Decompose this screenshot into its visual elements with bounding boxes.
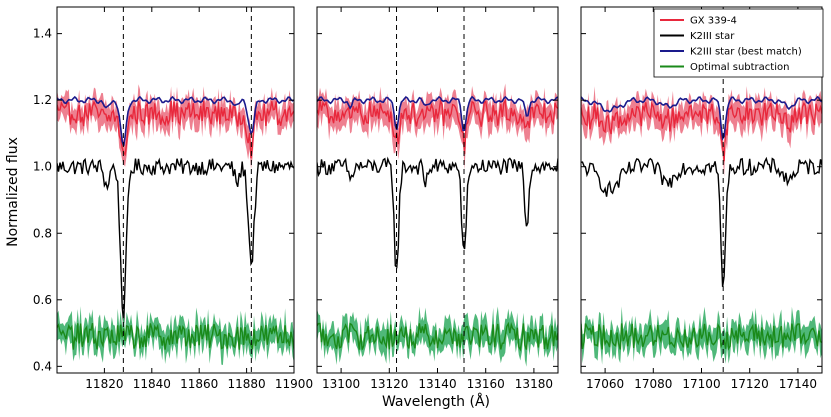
legend-label-1: GX 339-4 — [690, 16, 737, 27]
panel-1-x-tick-label-2: 11840 — [133, 377, 171, 391]
panel-1-frame — [56, 6, 295, 374]
panel-2-k2iii-best-match-line — [317, 95, 558, 132]
panel-2: 13100 13120 13140 13160 13180 — [316, 6, 559, 391]
y-tick-label-6: 1.4 — [33, 27, 52, 41]
panel-3-k2iii-best-match-line — [581, 95, 822, 141]
y-tick-label-4: 1.0 — [33, 160, 52, 174]
panel-2-x-tick-label-4: 13160 — [467, 377, 505, 391]
panel-2-gx339-4-band — [317, 83, 558, 170]
panel-1-plot-area — [57, 84, 294, 365]
y-axis-label: Normalized flux — [5, 137, 21, 247]
panel-1-gx339-4-band — [57, 84, 294, 169]
panel-1-x-tick-label-4: 11880 — [228, 377, 266, 391]
panel-2-k2iii-line — [317, 156, 558, 269]
y-tick-label-2: 0.6 — [33, 293, 52, 307]
panel-2-x-tick-label-5: 13180 — [515, 377, 553, 391]
y-tick-label-1: 0.4 — [33, 359, 52, 373]
y-tick-label-3: 0.8 — [33, 226, 52, 240]
panel-2-plot-area — [317, 83, 558, 367]
panel-2-optimal-subtraction-band — [317, 306, 558, 367]
panel-1: 11820 11840 11860 11880 11900 0.4 0.6 0.8 1.0 1.2… — [33, 6, 313, 391]
legend-label-3: K2III star (best match) — [690, 47, 802, 58]
panel-3-x-tick-label-5: 17140 — [779, 377, 817, 391]
panel-3-optimal-subtraction-line — [581, 322, 822, 351]
panel-2-x-tick-label-2: 13120 — [370, 377, 408, 391]
panel-3-plot-area — [581, 86, 822, 365]
panel-3-gx339-4-band — [581, 86, 822, 177]
panel-1-k2iii-line — [57, 157, 294, 323]
legend: GX 339-4 K2III star K2III star (best match… — [653, 8, 824, 78]
panel-3-gx339-4-line — [581, 101, 822, 162]
x-axis-label: Wavelength (Å) — [382, 393, 490, 410]
panel-1-x-tick-label-3: 11860 — [180, 377, 218, 391]
legend-label-4: Optimal subtraction — [690, 62, 789, 73]
y-tick-label-5: 1.2 — [33, 93, 52, 107]
panel-1-x-tick-label-5: 11900 — [275, 377, 313, 391]
panel-2-gx339-4-line — [317, 98, 558, 155]
panel-2-x-tick-label-3: 13140 — [418, 377, 456, 391]
panel-1-optimal-subtraction-line — [57, 323, 294, 350]
legend-label-2: K2III star — [690, 31, 735, 42]
panel-3-x-tick-label-3: 17100 — [682, 377, 720, 391]
panel-2-x-tick-label-1: 13100 — [322, 377, 360, 391]
panel-3-k2iii-line — [581, 156, 822, 287]
panel-1-k2iii-best-match-line — [57, 95, 294, 147]
panel-3-x-tick-label-2: 17080 — [634, 377, 672, 391]
panel-3-x-tick-label-1: 17060 — [586, 377, 624, 391]
panel-2-optimal-subtraction-line — [317, 321, 558, 352]
panel-3: 17060 17080 17100 17120 17140 — [580, 6, 823, 391]
panel-3-x-tick-label-4: 17120 — [731, 377, 769, 391]
panels-layer: 11820 11840 11860 11880 11900 0.4 0.6 0.8 1.0 1.2… — [33, 6, 823, 391]
panel-1-x-tick-label-1: 11820 — [85, 377, 123, 391]
